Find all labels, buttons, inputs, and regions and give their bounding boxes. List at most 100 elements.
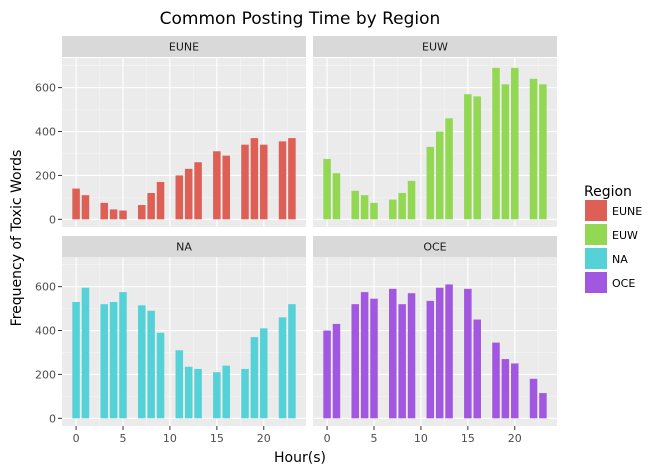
bar-euw-hour-12 [435, 131, 444, 220]
bar-eune-hour-4 [109, 209, 118, 220]
x-tick-label: 0 [324, 432, 331, 445]
y-tick-label: 400 [35, 325, 56, 338]
bar-oce-hour-9 [407, 293, 416, 419]
y-axis-title: Frequency of Toxic Words [9, 150, 25, 327]
bar-euw-hour-18 [492, 67, 500, 220]
legend-key-euw [585, 224, 607, 245]
bar-oce-hour-7 [389, 288, 397, 419]
x-tick-label: 10 [414, 432, 428, 445]
y-tick-label: 400 [35, 126, 56, 139]
x-tick-label: 0 [73, 432, 80, 445]
legend: Region EUNE EUW NA OCE [584, 184, 642, 293]
bar-euw-hour-0 [323, 158, 331, 220]
bar-euw-hour-16 [473, 96, 481, 220]
y-tick-label: 600 [35, 281, 56, 294]
bar-eune-hour-3 [100, 202, 108, 220]
x-tick-label: 20 [257, 432, 271, 445]
panel-background [62, 257, 306, 426]
panel-background [313, 257, 557, 426]
bar-eune-hour-15 [213, 151, 221, 220]
strip-label-euw: EUW [422, 41, 448, 54]
bar-euw-hour-4 [360, 195, 369, 220]
bar-eune-hour-23 [288, 138, 296, 220]
y-tick-label: 600 [35, 82, 56, 95]
bar-eune-hour-0 [72, 188, 80, 220]
bar-oce-hour-18 [492, 342, 500, 419]
strip-oce [313, 236, 557, 257]
bar-euw-hour-20 [511, 67, 519, 220]
legend-key-na [585, 248, 607, 269]
bar-na-hour-19 [250, 337, 259, 419]
panel-background [313, 58, 557, 227]
bar-euw-hour-19 [501, 84, 510, 220]
bar-euw-hour-11 [426, 146, 435, 220]
bar-euw-hour-7 [389, 199, 397, 220]
bar-eune-hour-1 [81, 195, 90, 220]
x-tick-label: 10 [163, 432, 177, 445]
strip-label-eune: EUNE [169, 41, 199, 54]
strip-na [62, 236, 306, 257]
bar-oce-hour-12 [435, 287, 444, 419]
panel-na: NA 0 200 400 600 0 5 10 15 20 [35, 236, 306, 445]
bar-oce-hour-0 [323, 330, 331, 419]
legend-label-oce: OCE [612, 277, 635, 290]
bar-na-hour-0 [72, 301, 80, 419]
panel-euw: EUW [313, 36, 557, 227]
legend-label-eune: EUNE [612, 205, 642, 218]
bar-na-hour-7 [138, 305, 146, 419]
bar-eune-hour-11 [175, 175, 184, 220]
bar-eune-hour-18 [241, 144, 249, 220]
bar-eune-hour-20 [260, 144, 268, 220]
bar-euw-hour-23 [539, 84, 547, 220]
x-tick-label: 5 [371, 432, 378, 445]
y-tick-label: 200 [35, 169, 56, 182]
bar-oce-hour-20 [511, 363, 519, 419]
bar-oce-hour-5 [370, 298, 378, 419]
bar-na-hour-12 [184, 366, 193, 419]
legend-label-euw: EUW [612, 229, 638, 242]
facet-panels: EUNE 0 200 400 600 EUW NA 0 200 400 600 0 5 10 15 20 OCE… [35, 36, 557, 445]
bar-euw-hour-22 [529, 78, 538, 220]
bar-oce-hour-4 [360, 292, 369, 419]
y-tick-label: 200 [35, 368, 56, 381]
bar-na-hour-23 [288, 304, 296, 419]
bar-oce-hour-8 [398, 304, 406, 419]
bar-na-hour-18 [241, 368, 249, 419]
strip-label-oce: OCE [423, 241, 446, 254]
bar-na-hour-16 [222, 365, 230, 419]
bar-oce-hour-22 [529, 378, 538, 419]
y-tick-label: 0 [49, 213, 56, 226]
bar-na-hour-20 [260, 328, 268, 419]
x-tick-label: 5 [120, 432, 127, 445]
panel-background [62, 58, 306, 227]
bar-na-hour-8 [147, 310, 155, 419]
bar-euw-hour-5 [370, 202, 378, 220]
bar-oce-hour-23 [539, 393, 547, 419]
bar-eune-hour-5 [119, 210, 127, 220]
bar-oce-hour-15 [464, 288, 472, 419]
bar-eune-hour-16 [222, 155, 230, 220]
bar-na-hour-5 [119, 292, 127, 419]
bar-eune-hour-8 [147, 192, 155, 220]
bar-oce-hour-13 [445, 284, 453, 419]
bar-na-hour-1 [81, 287, 90, 419]
bar-na-hour-9 [156, 332, 165, 419]
bar-euw-hour-13 [445, 118, 453, 220]
panel-eune: EUNE 0 200 400 600 [35, 36, 306, 227]
bar-euw-hour-15 [464, 94, 472, 220]
bar-eune-hour-19 [250, 138, 259, 220]
bar-oce-hour-1 [332, 323, 341, 419]
bar-eune-hour-22 [278, 141, 287, 220]
strip-euw [313, 36, 557, 57]
strip-label-na: NA [176, 241, 192, 254]
x-tick-label: 15 [210, 432, 224, 445]
bar-na-hour-15 [213, 372, 221, 419]
bar-eune-hour-9 [156, 182, 165, 220]
bar-na-hour-11 [175, 350, 184, 419]
legend-key-eune [585, 200, 607, 221]
bar-eune-hour-7 [138, 205, 146, 220]
x-axis-title: Hour(s) [274, 450, 326, 466]
strip-eune [62, 36, 306, 57]
bar-na-hour-22 [278, 317, 287, 419]
